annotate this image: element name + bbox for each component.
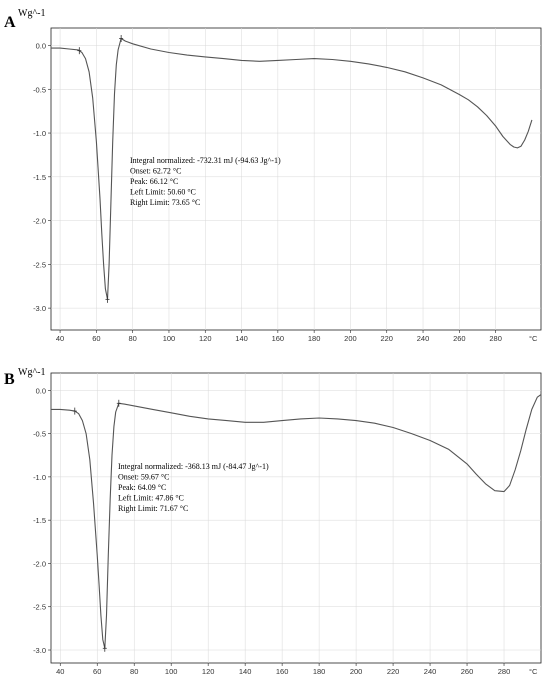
y-tick-label-a: 0.0 bbox=[36, 42, 46, 51]
y-tick-label-b: -1.0 bbox=[33, 473, 46, 482]
annotation-line-b: Integral normalized: -368.13 mJ (-84.47 … bbox=[118, 462, 269, 471]
annotation-line-a: Right Limit: 73.65 °C bbox=[130, 198, 200, 207]
y-tick-label-b: 0.0 bbox=[36, 386, 46, 395]
annotation-line-a: Onset: 62.72 °C bbox=[130, 167, 181, 176]
panel-letter-b: B bbox=[4, 371, 15, 388]
x-tick-label-a: 100 bbox=[163, 334, 176, 343]
x-tick-label-a: 120 bbox=[199, 334, 212, 343]
x-tick-label-b: 220 bbox=[387, 667, 400, 676]
annotation-line-a: Integral normalized: -732.31 mJ (-94.63 … bbox=[130, 156, 281, 165]
annotation-line-b: Peak: 64.09 °C bbox=[118, 483, 166, 492]
dsc-chart-a: 40 60 80 100 120 140 160 180 200 220 240 260 280 °C 0.… bbox=[33, 27, 542, 343]
annotation-line-a: Peak: 66.12 °C bbox=[130, 177, 178, 186]
dsc-curve-a bbox=[51, 37, 533, 300]
x-tick-label-a: 60 bbox=[92, 334, 100, 343]
x-axis-unit-a: °C bbox=[529, 334, 538, 343]
x-tick-label-a: 160 bbox=[272, 334, 285, 343]
y-tick-label-a: -0.5 bbox=[33, 85, 46, 94]
x-tick-label-a: 220 bbox=[380, 334, 393, 343]
y-tick-label-b: -2.5 bbox=[33, 603, 46, 612]
dsc-curve-b bbox=[51, 394, 542, 649]
y-tick-label-b: -2.0 bbox=[33, 559, 46, 568]
dsc-chart-b: 40 60 80 100 120 140 160 180 200 220 240 260 280 °C 0.… bbox=[33, 372, 542, 676]
panel-letter-a: A bbox=[4, 14, 16, 31]
x-tick-label-a: 140 bbox=[235, 334, 248, 343]
dsc-panel-a: A Wg^-1 40 60 80 100 120 140 160 180 200 220 240 26… bbox=[4, 8, 542, 343]
x-tick-label-b: 160 bbox=[276, 667, 289, 676]
x-tick-label-a: 40 bbox=[56, 334, 64, 343]
x-tick-label-b: 200 bbox=[350, 667, 363, 676]
x-tick-label-b: 60 bbox=[93, 667, 101, 676]
x-tick-label-b: 120 bbox=[202, 667, 215, 676]
x-tick-label-b: 180 bbox=[313, 667, 326, 676]
x-tick-label-b: 240 bbox=[424, 667, 437, 676]
y-tick-label-a: -2.5 bbox=[33, 260, 46, 269]
annotation-line-b: Onset: 59.67 °C bbox=[118, 473, 169, 482]
x-tick-label-b: 80 bbox=[130, 667, 138, 676]
x-tick-label-a: 280 bbox=[489, 334, 502, 343]
y-tick-label-a: -3.0 bbox=[33, 304, 46, 313]
x-tick-label-a: 80 bbox=[128, 334, 136, 343]
annotation-line-a: Left Limit: 50.60 °C bbox=[130, 188, 196, 197]
annotation-line-b: Right Limit: 71.67 °C bbox=[118, 504, 188, 513]
annotation-line-b: Left Limit: 47.86 °C bbox=[118, 494, 184, 503]
x-tick-label-a: 240 bbox=[417, 334, 430, 343]
plot-frame-a bbox=[50, 27, 542, 331]
dsc-panel-b: B Wg^-1 40 60 80 100 120 140 160 180 200 220 240 26… bbox=[0, 363, 550, 683]
plot-frame-b bbox=[50, 372, 542, 664]
y-tick-label-b: -3.0 bbox=[33, 646, 46, 655]
y-unit-label-a: Wg^-1 bbox=[18, 8, 46, 19]
y-tick-label-a: -1.5 bbox=[33, 173, 46, 182]
x-tick-label-a: 180 bbox=[308, 334, 321, 343]
y-unit-label-b: Wg^-1 bbox=[18, 367, 46, 378]
y-tick-label-a: -1.0 bbox=[33, 129, 46, 138]
x-tick-label-b: 40 bbox=[56, 667, 64, 676]
x-axis-unit-b: °C bbox=[529, 667, 538, 676]
y-tick-label-b: -0.5 bbox=[33, 430, 46, 439]
x-tick-label-b: 280 bbox=[498, 667, 511, 676]
x-tick-label-b: 140 bbox=[239, 667, 252, 676]
x-tick-label-b: 260 bbox=[461, 667, 474, 676]
y-tick-label-b: -1.5 bbox=[33, 516, 46, 525]
y-tick-label-a: -2.0 bbox=[33, 217, 46, 226]
x-tick-label-a: 260 bbox=[453, 334, 466, 343]
x-tick-label-a: 200 bbox=[344, 334, 357, 343]
x-tick-label-b: 100 bbox=[165, 667, 178, 676]
